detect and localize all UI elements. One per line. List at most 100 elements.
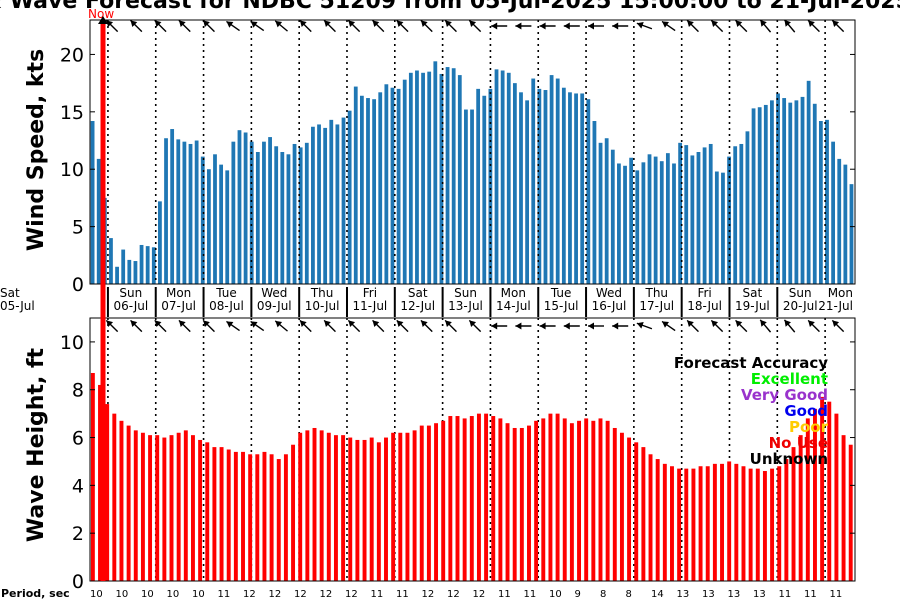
wind-direction-arrow [420, 19, 433, 33]
wind-bar [696, 152, 701, 284]
chart-title: Wind & Wave Forecast for NDBC 51209 from… [0, 0, 900, 14]
wave-direction-arrow [396, 319, 409, 333]
period-value: 12 [473, 589, 486, 600]
wind-bar [145, 246, 150, 284]
wave-bar [577, 420, 581, 581]
wave-bar [291, 444, 296, 581]
wind-bar [274, 146, 279, 284]
day-of-week-label: Wed [261, 286, 287, 300]
wave-bar [627, 437, 632, 581]
wind-bar [818, 121, 823, 284]
day-separator [776, 287, 779, 317]
wind-bar [464, 109, 468, 284]
wave-bar [498, 418, 503, 581]
wind-bar [733, 146, 738, 284]
wind-y-tick-label: 15 [60, 102, 84, 124]
wind-bar [170, 129, 175, 284]
wind-direction-arrow [807, 19, 820, 33]
wind-bar [151, 247, 156, 284]
wind-bar [225, 170, 230, 284]
wind-bar [384, 84, 389, 284]
period-value: 11 [804, 589, 817, 600]
date-label: 14-Jul [496, 299, 531, 313]
day-of-week-label: Mon [501, 286, 526, 300]
wind-bar [500, 70, 505, 284]
wind-bar [341, 117, 346, 284]
day-of-week-label: Fri [363, 286, 377, 300]
wave-plot-frame [89, 317, 856, 582]
wind-bar [451, 68, 456, 285]
period-value: 8 [626, 589, 632, 600]
wave-bar [612, 427, 617, 581]
date-label: 07-Jul [161, 299, 196, 313]
wave-bar [813, 408, 817, 581]
wave-bar [655, 459, 660, 581]
wave-direction-arrow [299, 319, 312, 333]
wind-bar [647, 154, 652, 284]
wave-bar [248, 454, 253, 581]
wave-bar [112, 413, 117, 581]
wave-direction-arrow [154, 319, 167, 333]
wave-bar [219, 447, 224, 581]
wind-bar [164, 138, 168, 284]
wind-y-tick-label: 20 [60, 44, 84, 66]
wave-direction-arrow [420, 319, 433, 333]
wind-bar [213, 154, 217, 284]
wave-bar [419, 425, 424, 581]
wave-direction-arrow [636, 322, 653, 330]
wind-direction-arrow [588, 22, 604, 30]
wave-bar [376, 442, 381, 581]
wave-bar [162, 437, 167, 581]
wave-bar [176, 432, 181, 581]
wave-bar [820, 396, 825, 581]
legend-item-poor: Poor [789, 418, 829, 436]
wave-bar [319, 430, 324, 581]
wind-direction-arrow [563, 22, 580, 30]
period-value: 11 [779, 589, 792, 600]
day-separator [393, 287, 396, 317]
wind-bar [635, 170, 640, 284]
date-label: 21-Jul [818, 299, 853, 313]
wind-bar [415, 70, 419, 284]
day-separator [489, 287, 492, 317]
wave-direction-arrow [783, 319, 796, 333]
wave-bar [355, 439, 360, 581]
day-separator [728, 287, 731, 317]
legend-item-good: Good [784, 402, 828, 420]
wave-bar [734, 463, 739, 581]
now-label: Now [88, 7, 114, 21]
wave-bar [527, 425, 531, 581]
wind-bar [794, 100, 799, 284]
period-value: 12 [243, 589, 256, 600]
wind-direction-arrow [299, 19, 312, 33]
wave-bar [741, 466, 746, 581]
wave-bar [484, 413, 489, 581]
wind-bar [623, 165, 627, 284]
wind-bar [751, 108, 756, 284]
date-label: 05-Jul [0, 299, 35, 313]
wave-bar [562, 418, 567, 581]
wave-bar [434, 423, 439, 581]
date-label: 15-Jul [544, 299, 579, 313]
wave-bar [448, 416, 453, 581]
wind-y-tick-label: 10 [60, 159, 84, 181]
wave-bar [505, 423, 510, 581]
wave-direction-arrow [130, 319, 143, 333]
wind-bar [408, 72, 413, 284]
day-separator [537, 287, 540, 317]
wind-bar [433, 61, 438, 284]
wind-bar [641, 162, 646, 284]
wind-bar [445, 67, 450, 284]
wind-bar [537, 88, 542, 285]
wave-direction-arrow [372, 319, 385, 333]
wave-bar [641, 447, 646, 581]
wind-bar [812, 103, 817, 284]
period-value: 12 [320, 589, 333, 600]
date-label: 10-Jul [305, 299, 340, 313]
wind-bar [721, 172, 725, 284]
wind-bar [519, 92, 523, 284]
wave-direction-arrow [468, 319, 482, 333]
wind-bar [617, 163, 621, 284]
wind-bar [311, 126, 315, 284]
